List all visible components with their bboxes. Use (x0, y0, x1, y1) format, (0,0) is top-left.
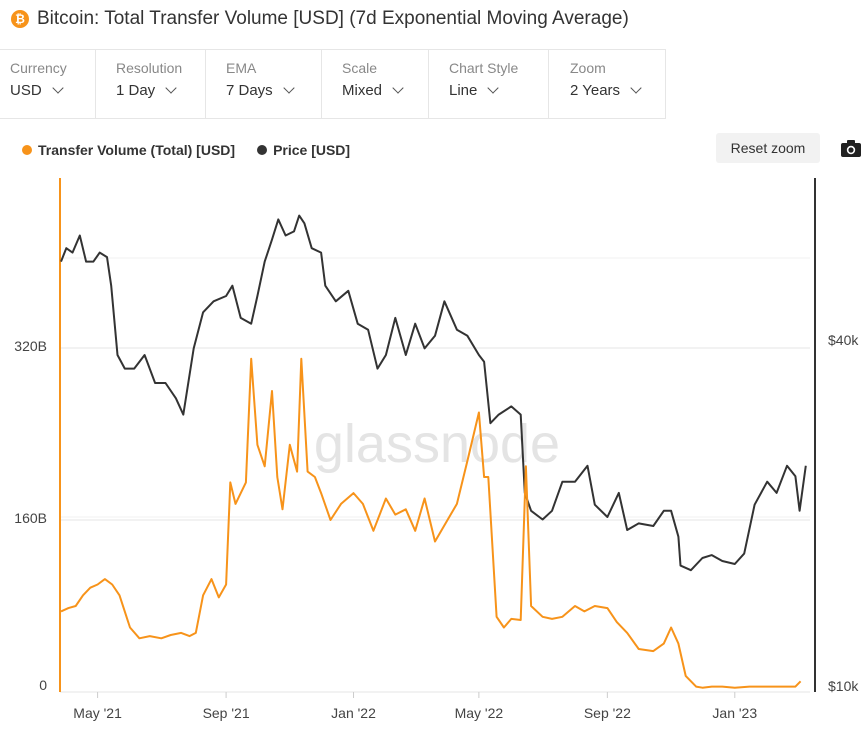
title-bar: ₿ Bitcoin: Total Transfer Volume [USD] (… (0, 0, 867, 38)
ema-value: 7 Days (226, 82, 273, 99)
chevron-down-icon (392, 82, 404, 94)
chevron-down-icon (487, 82, 500, 94)
y-left-tick-label: 0 (39, 677, 47, 693)
price-legend-dot (257, 145, 268, 155)
chart-style-dropdown[interactable]: Chart Style Line (429, 50, 549, 118)
legend-item-volume[interactable]: Transfer Volume (Total) [USD] (22, 142, 235, 158)
x-tick-label: May '21 (73, 705, 122, 721)
ema-dropdown[interactable]: EMA 7 Days (206, 50, 322, 118)
axes (59, 178, 816, 692)
resolution-value: 1 Day (116, 82, 156, 99)
zoom-value: 2 Years (570, 82, 621, 99)
price-legend-label: Price [USD] (273, 142, 351, 158)
ema-label: EMA (226, 60, 257, 76)
zoom-dropdown[interactable]: Zoom 2 Years (549, 50, 666, 118)
chevron-down-icon (52, 82, 64, 94)
chevron-down-icon (165, 82, 177, 94)
chart-style-label: Chart Style (449, 60, 519, 76)
legend-item-price[interactable]: Price [USD] (257, 142, 350, 158)
scale-value: Mixed (342, 82, 383, 99)
chart-controls: Currency USD Resolution 1 Day EMA 7 Days… (0, 49, 666, 119)
x-tick-label: Sep '21 (203, 705, 250, 721)
transfer-volume-line (60, 357, 802, 689)
bitcoin-icon: ₿ (11, 10, 29, 28)
series-lines (60, 214, 807, 689)
x-tick-label: May '22 (455, 705, 504, 721)
currency-label: Currency (10, 60, 67, 76)
volume-legend-label: Transfer Volume (Total) [USD] (38, 142, 236, 158)
volume-legend-dot (22, 145, 32, 155)
chevron-down-icon (630, 82, 642, 94)
chart-area: glassnode 0 160B 320B $10k $40k May '21 Sep '2… (14, 178, 859, 721)
y-right-tick-label: $40k (828, 332, 859, 348)
scale-dropdown[interactable]: Scale Mixed (322, 50, 429, 118)
watermark: glassnode (314, 414, 560, 474)
x-tick-label: Jan '23 (712, 705, 757, 721)
currency-dropdown[interactable]: Currency USD (0, 50, 96, 118)
x-tick-label: Jan '22 (331, 705, 376, 721)
resolution-dropdown[interactable]: Resolution 1 Day (96, 50, 206, 118)
y-left-tick-label: 320B (14, 338, 47, 354)
currency-value: USD (10, 82, 42, 99)
x-tick-label: Sep '22 (584, 705, 631, 721)
y-left-tick-label: 160B (14, 510, 47, 526)
tick-labels: 0 160B 320B $10k $40k May '21 Sep '21 Jan '22 Ma… (14, 332, 859, 721)
resolution-label: Resolution (116, 60, 183, 76)
gridlines (60, 257, 810, 693)
price-line (60, 214, 807, 572)
reset-zoom-button[interactable]: Reset zoom (716, 133, 820, 163)
chart-legend: Transfer Volume (Total) [USD] Price [USD… (22, 142, 372, 158)
zoom-label: Zoom (570, 60, 606, 76)
chart-style-value: Line (449, 82, 478, 99)
camera-icon[interactable] (840, 138, 862, 158)
chevron-down-icon (283, 82, 295, 94)
scale-label: Scale (342, 60, 378, 76)
page-title: Bitcoin: Total Transfer Volume [USD] (7d… (37, 8, 629, 29)
y-right-tick-label: $10k (828, 678, 859, 694)
